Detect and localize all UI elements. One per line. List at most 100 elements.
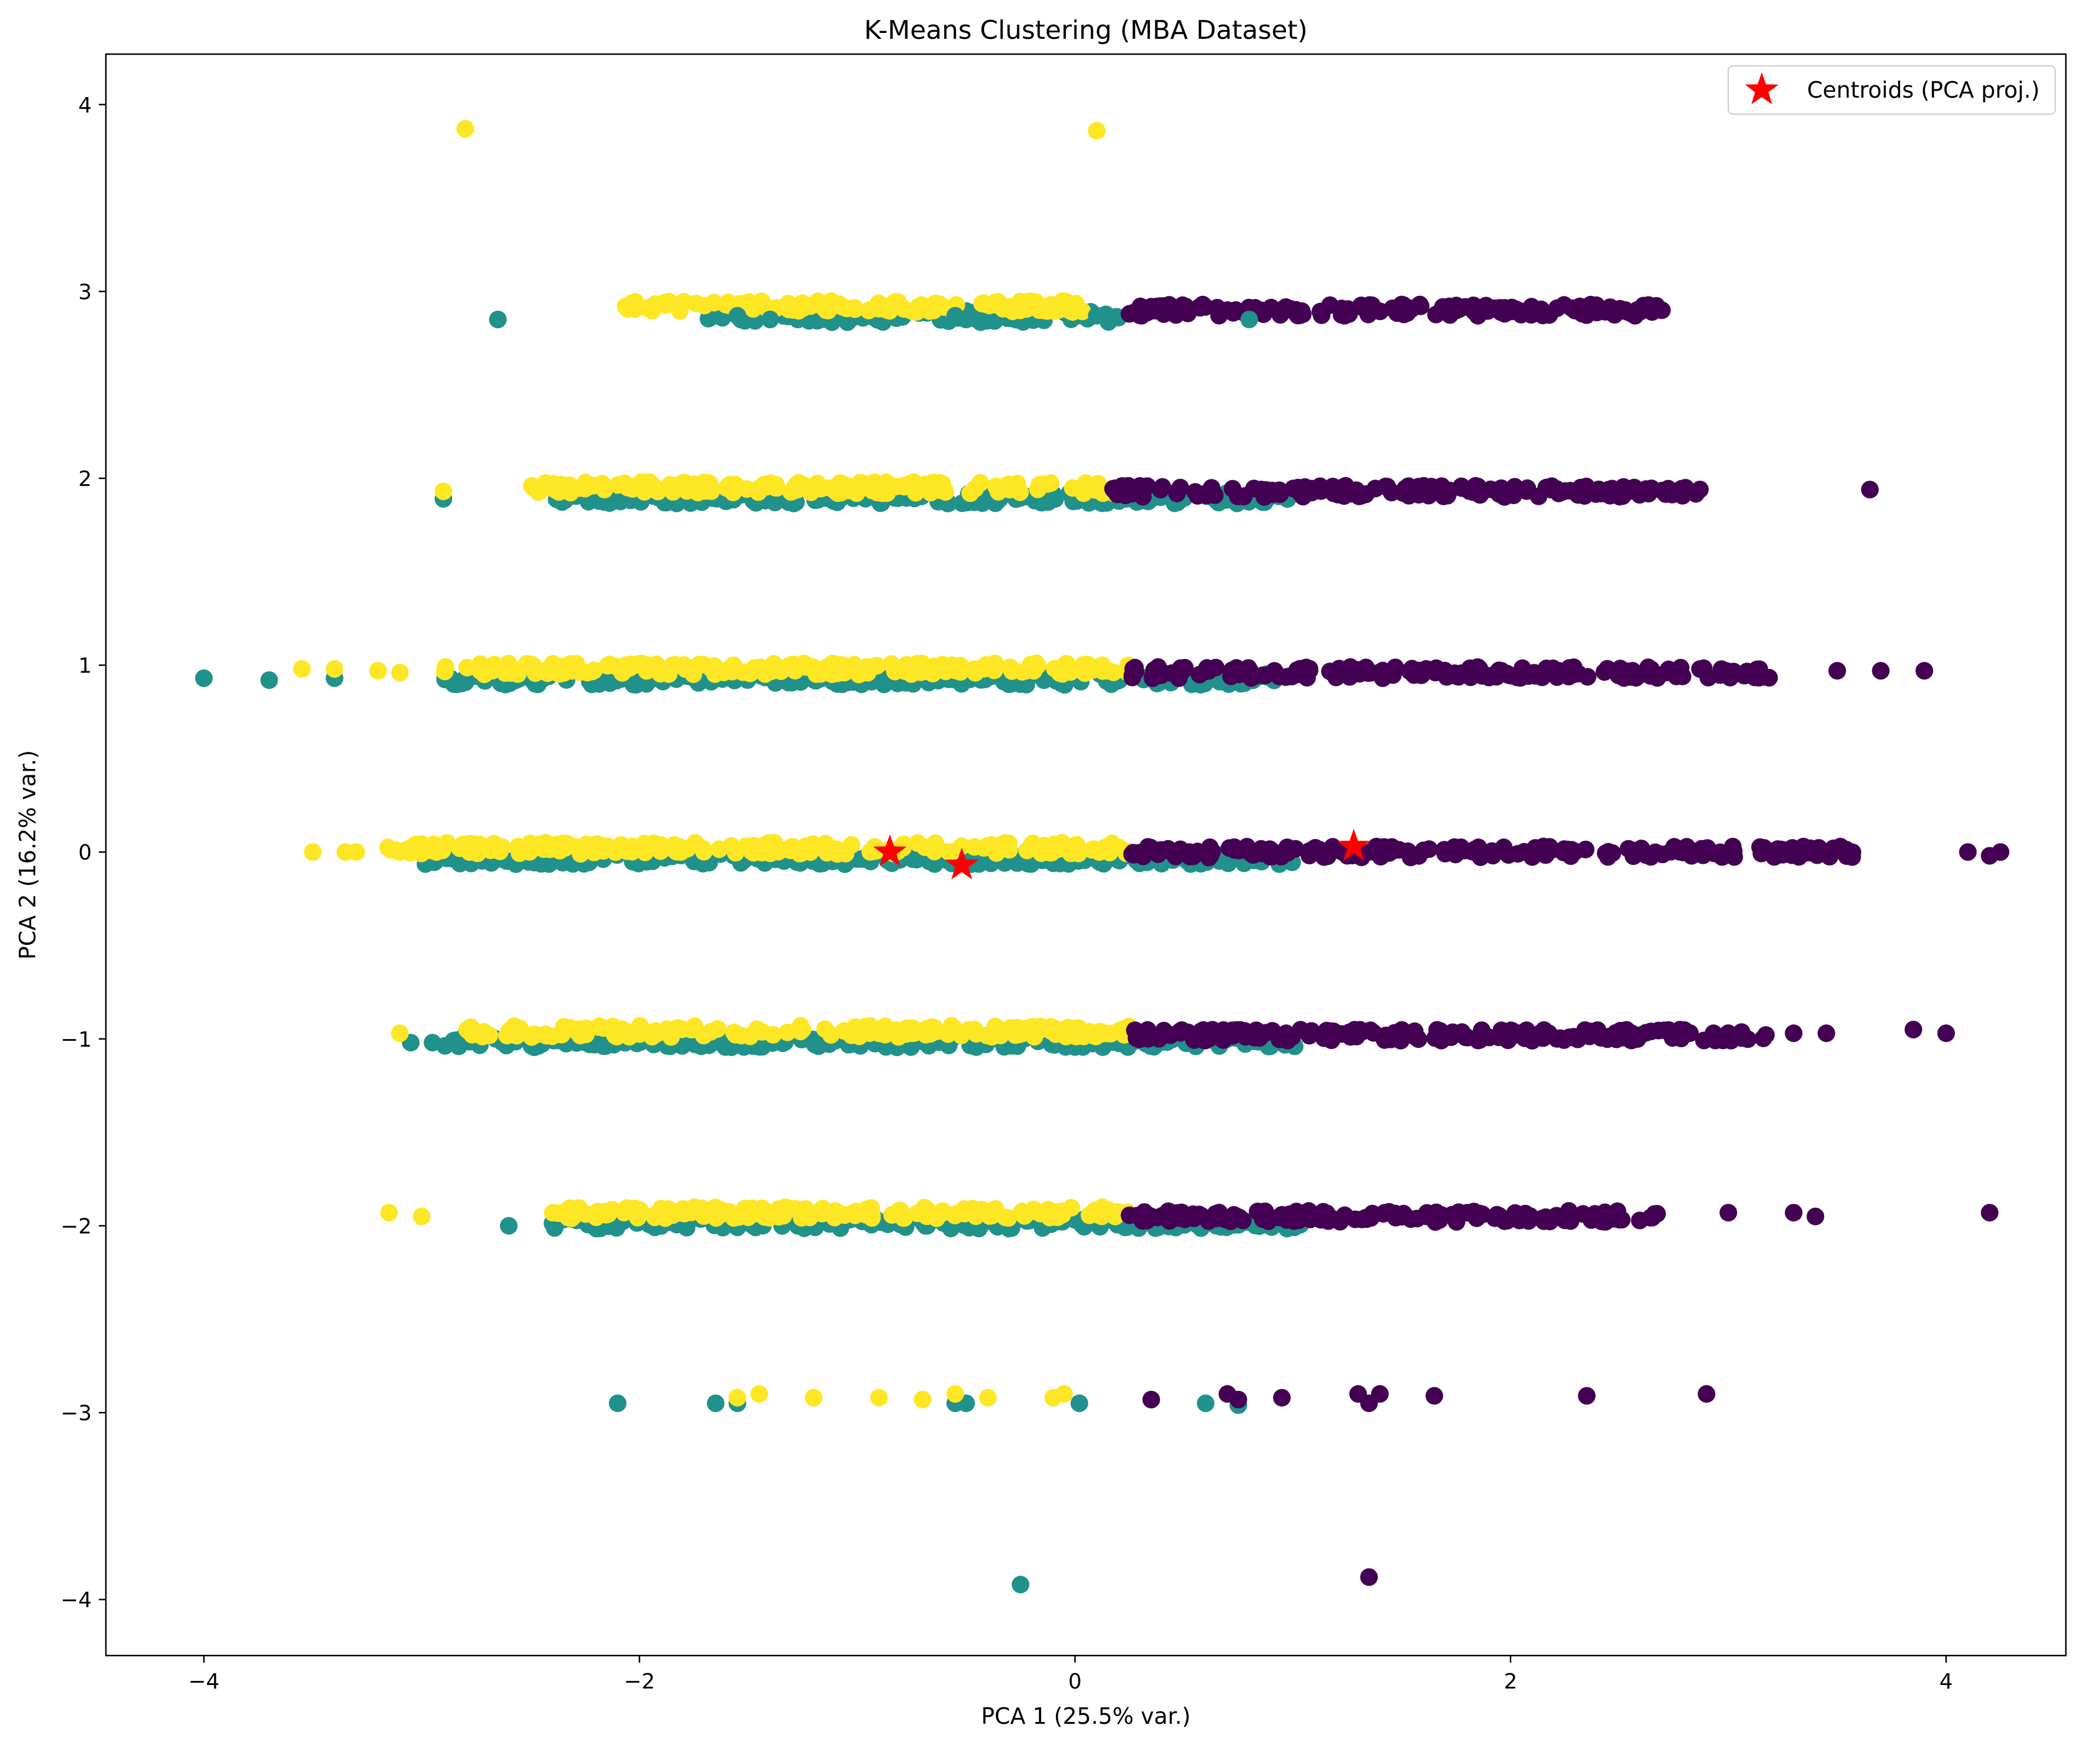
data-point-cluster-2 — [549, 1204, 567, 1222]
data-point-cluster-2 — [649, 482, 667, 500]
data-point-cluster-0 — [1351, 1021, 1369, 1039]
data-point-cluster-2 — [1055, 1385, 1073, 1403]
data-point-cluster-0 — [1273, 301, 1291, 319]
data-point-cluster-0 — [1409, 1030, 1428, 1048]
data-point-cluster-2 — [859, 301, 878, 319]
data-point-cluster-2 — [1087, 1027, 1105, 1045]
data-point-cluster-0 — [1448, 1213, 1466, 1231]
data-point-cluster-2 — [623, 842, 641, 861]
data-point-cluster-2 — [735, 1200, 754, 1218]
data-point-cluster-2 — [589, 1018, 607, 1036]
data-point-cluster-0 — [1434, 298, 1452, 316]
data-point-cluster-0 — [1749, 668, 1768, 687]
data-point-cluster-2 — [973, 295, 991, 312]
data-point-cluster-2 — [576, 474, 595, 492]
data-point-cluster-2 — [409, 836, 427, 854]
y-tick-label: −2 — [61, 1214, 92, 1238]
data-point-cluster-0 — [1674, 487, 1692, 505]
legend-label: Centroids (PCA proj.) — [1807, 77, 2039, 103]
data-point-cluster-2 — [979, 1388, 997, 1407]
data-point-cluster-0 — [1904, 1021, 1922, 1038]
data-point-cluster-0 — [1466, 477, 1485, 495]
data-point-cluster-2 — [741, 664, 759, 682]
data-point-cluster-0 — [1353, 485, 1371, 504]
data-point-cluster-0 — [1408, 1210, 1426, 1228]
data-point-cluster-0 — [1188, 485, 1206, 504]
data-point-cluster-1 — [1240, 311, 1258, 328]
data-point-cluster-2 — [555, 1018, 573, 1036]
data-point-cluster-2 — [753, 844, 771, 862]
data-point-cluster-2 — [391, 664, 409, 682]
data-point-cluster-0 — [1872, 662, 1890, 680]
data-point-cluster-2 — [925, 842, 944, 861]
data-point-cluster-2 — [1034, 475, 1052, 494]
data-point-cluster-0 — [1505, 300, 1522, 318]
data-point-cluster-0 — [1225, 841, 1244, 859]
data-point-cluster-0 — [1582, 1023, 1600, 1041]
data-point-cluster-2 — [753, 1199, 771, 1217]
data-point-cluster-2 — [646, 1022, 665, 1040]
data-point-cluster-0 — [1625, 1030, 1644, 1048]
data-point-cluster-2 — [861, 842, 879, 861]
data-point-cluster-0 — [1153, 297, 1171, 315]
data-point-cluster-2 — [391, 843, 409, 861]
data-point-cluster-0 — [1722, 844, 1741, 862]
data-point-cluster-2 — [456, 120, 474, 138]
data-point-cluster-0 — [1981, 1204, 1999, 1222]
data-point-cluster-0 — [1206, 658, 1225, 677]
data-point-cluster-2 — [710, 840, 728, 858]
data-point-cluster-0 — [1619, 840, 1638, 858]
x-axis-label: PCA 1 (25.5% var.) — [981, 1703, 1191, 1729]
data-point-cluster-2 — [846, 1206, 864, 1224]
data-point-cluster-2 — [499, 654, 518, 672]
data-point-cluster-2 — [822, 1026, 840, 1044]
data-point-cluster-2 — [685, 1020, 704, 1038]
data-point-cluster-0 — [1535, 1021, 1553, 1039]
data-point-cluster-2 — [792, 1017, 809, 1035]
data-point-cluster-2 — [541, 661, 559, 680]
data-point-cluster-0 — [1272, 848, 1290, 866]
data-point-cluster-0 — [1412, 664, 1431, 682]
data-point-cluster-2 — [764, 1025, 782, 1044]
data-point-cluster-0 — [1821, 848, 1839, 866]
data-point-cluster-2 — [975, 839, 993, 857]
data-point-cluster-2 — [770, 1208, 788, 1226]
data-point-cluster-2 — [1041, 844, 1059, 862]
data-point-cluster-0 — [1330, 660, 1348, 678]
data-point-cluster-2 — [702, 1023, 720, 1041]
data-point-cluster-0 — [1719, 1024, 1738, 1043]
data-point-cluster-0 — [1828, 662, 1846, 680]
data-point-cluster-0 — [1384, 666, 1402, 684]
data-point-cluster-0 — [1604, 1208, 1622, 1226]
data-point-cluster-2 — [660, 292, 678, 311]
data-point-cluster-2 — [987, 477, 1005, 495]
data-point-cluster-2 — [939, 1025, 957, 1043]
data-point-cluster-0 — [1915, 662, 1934, 680]
data-point-cluster-0 — [1596, 302, 1614, 321]
data-point-cluster-0 — [1277, 1024, 1295, 1043]
data-point-cluster-2 — [1042, 1022, 1061, 1040]
data-point-cluster-0 — [1259, 1212, 1278, 1230]
data-point-cluster-0 — [1357, 658, 1375, 677]
data-point-cluster-0 — [1176, 297, 1195, 315]
data-point-cluster-0 — [1959, 843, 1977, 861]
legend: Centroids (PCA proj.) — [1728, 65, 2056, 115]
data-point-cluster-0 — [1254, 301, 1272, 319]
data-point-cluster-0 — [1698, 1385, 1716, 1403]
data-point-cluster-2 — [665, 1021, 684, 1039]
data-point-cluster-0 — [1149, 658, 1167, 676]
data-point-cluster-0 — [1121, 1206, 1139, 1224]
data-point-cluster-2 — [499, 1023, 518, 1041]
x-axis: −4 −2 0 2 4 — [188, 1656, 1953, 1694]
data-point-cluster-2 — [922, 1018, 941, 1036]
data-point-cluster-1 — [728, 307, 746, 325]
data-point-cluster-2 — [369, 662, 387, 680]
data-point-cluster-0 — [1332, 299, 1351, 318]
data-point-cluster-2 — [1025, 1027, 1043, 1045]
data-point-cluster-1 — [1019, 855, 1037, 873]
data-point-cluster-2 — [1001, 481, 1019, 499]
data-point-cluster-0 — [1502, 1021, 1520, 1040]
data-point-cluster-0 — [1273, 1388, 1291, 1407]
data-point-cluster-0 — [1615, 478, 1632, 496]
